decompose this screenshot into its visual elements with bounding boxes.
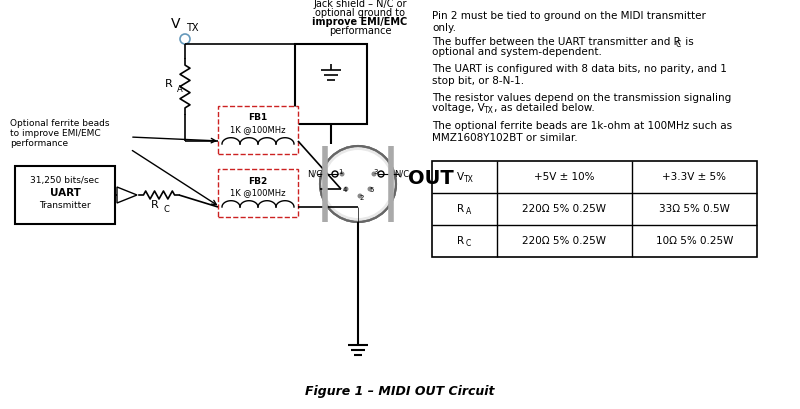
Circle shape <box>367 187 373 191</box>
Text: 220Ω 5% 0.25W: 220Ω 5% 0.25W <box>522 236 606 246</box>
Text: to improve EMI/EMC: to improve EMI/EMC <box>10 130 101 139</box>
Text: The UART is configured with 8 data bits, no parity, and 1
stop bit, or 8-N-1.: The UART is configured with 8 data bits,… <box>432 64 727 85</box>
Text: Pin 2 must be tied to ground on the MIDI transmitter
only.: Pin 2 must be tied to ground on the MIDI… <box>432 11 706 33</box>
Text: 3: 3 <box>374 169 378 175</box>
Text: TX: TX <box>484 106 494 115</box>
Circle shape <box>320 146 396 222</box>
Bar <box>218 169 298 217</box>
Text: A: A <box>177 85 182 94</box>
Text: optional ground to: optional ground to <box>315 8 405 18</box>
Text: Transmitter: Transmitter <box>39 202 91 211</box>
Text: is: is <box>682 37 694 47</box>
Text: TX: TX <box>463 175 474 184</box>
Text: A: A <box>466 207 471 216</box>
Text: OUT: OUT <box>408 169 454 189</box>
Text: The buffer between the UART transmitter and R: The buffer between the UART transmitter … <box>432 37 681 47</box>
Circle shape <box>371 171 377 177</box>
Text: 31,250 bits/sec: 31,250 bits/sec <box>30 175 99 184</box>
Circle shape <box>378 171 384 177</box>
Text: +3.3V ± 5%: +3.3V ± 5% <box>662 172 726 182</box>
Text: N/C: N/C <box>394 169 409 178</box>
Text: 33Ω 5% 0.5W: 33Ω 5% 0.5W <box>659 204 730 214</box>
Text: 220Ω 5% 0.25W: 220Ω 5% 0.25W <box>522 204 606 214</box>
Text: C: C <box>676 40 682 49</box>
Text: C: C <box>164 204 170 213</box>
Text: V: V <box>170 17 180 31</box>
Text: The optional ferrite beads are 1k-ohm at 100MHz such as
MMZ1608Y102BT or similar: The optional ferrite beads are 1k-ohm at… <box>432 121 732 143</box>
Bar <box>295 44 367 124</box>
Text: 4: 4 <box>342 187 346 193</box>
Bar <box>218 106 298 154</box>
Text: TX: TX <box>186 23 198 33</box>
Text: FB2: FB2 <box>248 177 268 186</box>
Circle shape <box>339 171 345 177</box>
Text: 1K @100MHz: 1K @100MHz <box>230 189 286 198</box>
Text: V: V <box>457 172 464 182</box>
Text: 2: 2 <box>359 195 364 200</box>
Text: 5: 5 <box>370 187 374 193</box>
Circle shape <box>324 150 392 218</box>
Text: N/C: N/C <box>307 169 322 178</box>
Text: 1K @100MHz: 1K @100MHz <box>230 126 286 135</box>
Text: Figure 1 – MIDI OUT Circuit: Figure 1 – MIDI OUT Circuit <box>306 384 494 398</box>
Circle shape <box>343 187 349 191</box>
Text: , as detailed below.: , as detailed below. <box>494 103 594 113</box>
Text: FB1: FB1 <box>248 114 268 123</box>
Text: performance: performance <box>10 139 68 148</box>
Text: improve EMI/EMC: improve EMI/EMC <box>312 17 408 27</box>
Text: Optional ferrite beads: Optional ferrite beads <box>10 119 110 128</box>
Text: R: R <box>166 79 173 89</box>
Text: R: R <box>457 204 464 214</box>
Text: performance: performance <box>329 26 391 36</box>
Text: Jack shield – N/C or: Jack shield – N/C or <box>314 0 406 9</box>
Text: 10Ω 5% 0.25W: 10Ω 5% 0.25W <box>656 236 733 246</box>
Text: optional and system-dependent.: optional and system-dependent. <box>432 47 602 57</box>
Text: C: C <box>466 240 471 249</box>
Text: 1: 1 <box>338 169 342 175</box>
Text: +5V ± 10%: +5V ± 10% <box>534 172 594 182</box>
Text: R: R <box>457 236 464 246</box>
Circle shape <box>358 193 362 198</box>
Text: UART: UART <box>50 188 81 198</box>
Text: R: R <box>151 200 159 210</box>
Circle shape <box>332 171 338 177</box>
Polygon shape <box>117 187 137 203</box>
Text: voltage, V: voltage, V <box>432 103 485 113</box>
Bar <box>15 166 115 224</box>
Text: The resistor values depend on the transmission signaling: The resistor values depend on the transm… <box>432 93 731 103</box>
Bar <box>432 161 757 257</box>
Circle shape <box>180 34 190 44</box>
